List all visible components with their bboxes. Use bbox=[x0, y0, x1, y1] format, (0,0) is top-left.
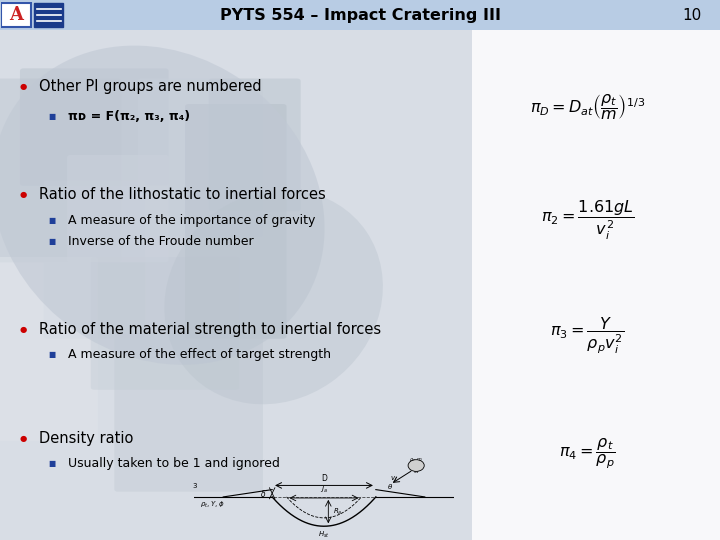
Ellipse shape bbox=[0, 45, 325, 365]
FancyBboxPatch shape bbox=[34, 3, 63, 27]
Text: A: A bbox=[9, 5, 23, 24]
Text: ●: ● bbox=[19, 82, 27, 91]
Text: Other PI groups are numbered: Other PI groups are numbered bbox=[39, 79, 261, 94]
Text: A measure of the effect of target strength: A measure of the effect of target streng… bbox=[68, 348, 331, 361]
Text: $J_{a}$: $J_{a}$ bbox=[320, 485, 328, 496]
Circle shape bbox=[408, 460, 424, 471]
Text: Density ratio: Density ratio bbox=[39, 431, 133, 446]
Text: ●: ● bbox=[19, 325, 27, 334]
Text: A measure of the importance of gravity: A measure of the importance of gravity bbox=[68, 214, 316, 227]
Text: 3: 3 bbox=[192, 483, 197, 489]
Text: ■: ■ bbox=[48, 350, 55, 359]
Text: $\pi_D = D_{at}\left(\dfrac{\rho_t}{m}\right)^{1/3}$: $\pi_D = D_{at}\left(\dfrac{\rho_t}{m}\r… bbox=[530, 92, 645, 122]
Text: $\rho_t, Y, \phi$: $\rho_t, Y, \phi$ bbox=[200, 500, 225, 510]
Text: πᴅ = F(π₂, π₃, π₄): πᴅ = F(π₂, π₃, π₄) bbox=[68, 110, 191, 123]
Text: ■: ■ bbox=[48, 216, 55, 225]
Text: $\rho_p,m$
$W$: $\rho_p,m$ $W$ bbox=[409, 456, 423, 475]
Text: $H_{st}$: $H_{st}$ bbox=[318, 529, 330, 539]
Text: $\pi_3 = \dfrac{Y}{\rho_p v_i^2}$: $\pi_3 = \dfrac{Y}{\rho_p v_i^2}$ bbox=[550, 316, 624, 356]
Text: $R_a$: $R_a$ bbox=[333, 507, 342, 517]
Text: $\delta$: $\delta$ bbox=[260, 488, 266, 499]
Text: ●: ● bbox=[19, 190, 27, 199]
Text: ■: ■ bbox=[48, 459, 55, 468]
Text: Ratio of the material strength to inertial forces: Ratio of the material strength to inerti… bbox=[39, 322, 381, 337]
Text: PYTS 554 – Impact Cratering III: PYTS 554 – Impact Cratering III bbox=[220, 8, 500, 23]
Text: D: D bbox=[321, 474, 327, 483]
Text: ●: ● bbox=[19, 434, 27, 443]
Text: ■: ■ bbox=[48, 237, 55, 246]
Ellipse shape bbox=[164, 190, 383, 404]
Text: $\pi_4 = \dfrac{\rho_t}{\rho_p}$: $\pi_4 = \dfrac{\rho_t}{\rho_p}$ bbox=[559, 436, 616, 471]
Text: Inverse of the Froude number: Inverse of the Froude number bbox=[68, 235, 254, 248]
Text: $\theta$: $\theta$ bbox=[387, 482, 394, 490]
Text: ■: ■ bbox=[48, 112, 55, 120]
Text: $\pi_2 = \dfrac{1.61gL}{v_i^2}$: $\pi_2 = \dfrac{1.61gL}{v_i^2}$ bbox=[541, 199, 634, 241]
Text: $v_i$: $v_i$ bbox=[390, 475, 397, 484]
Text: Ratio of the lithostatic to inertial forces: Ratio of the lithostatic to inertial for… bbox=[39, 187, 325, 202]
Text: 10: 10 bbox=[683, 8, 702, 23]
FancyBboxPatch shape bbox=[1, 3, 30, 27]
Text: Usually taken to be 1 and ignored: Usually taken to be 1 and ignored bbox=[68, 457, 280, 470]
